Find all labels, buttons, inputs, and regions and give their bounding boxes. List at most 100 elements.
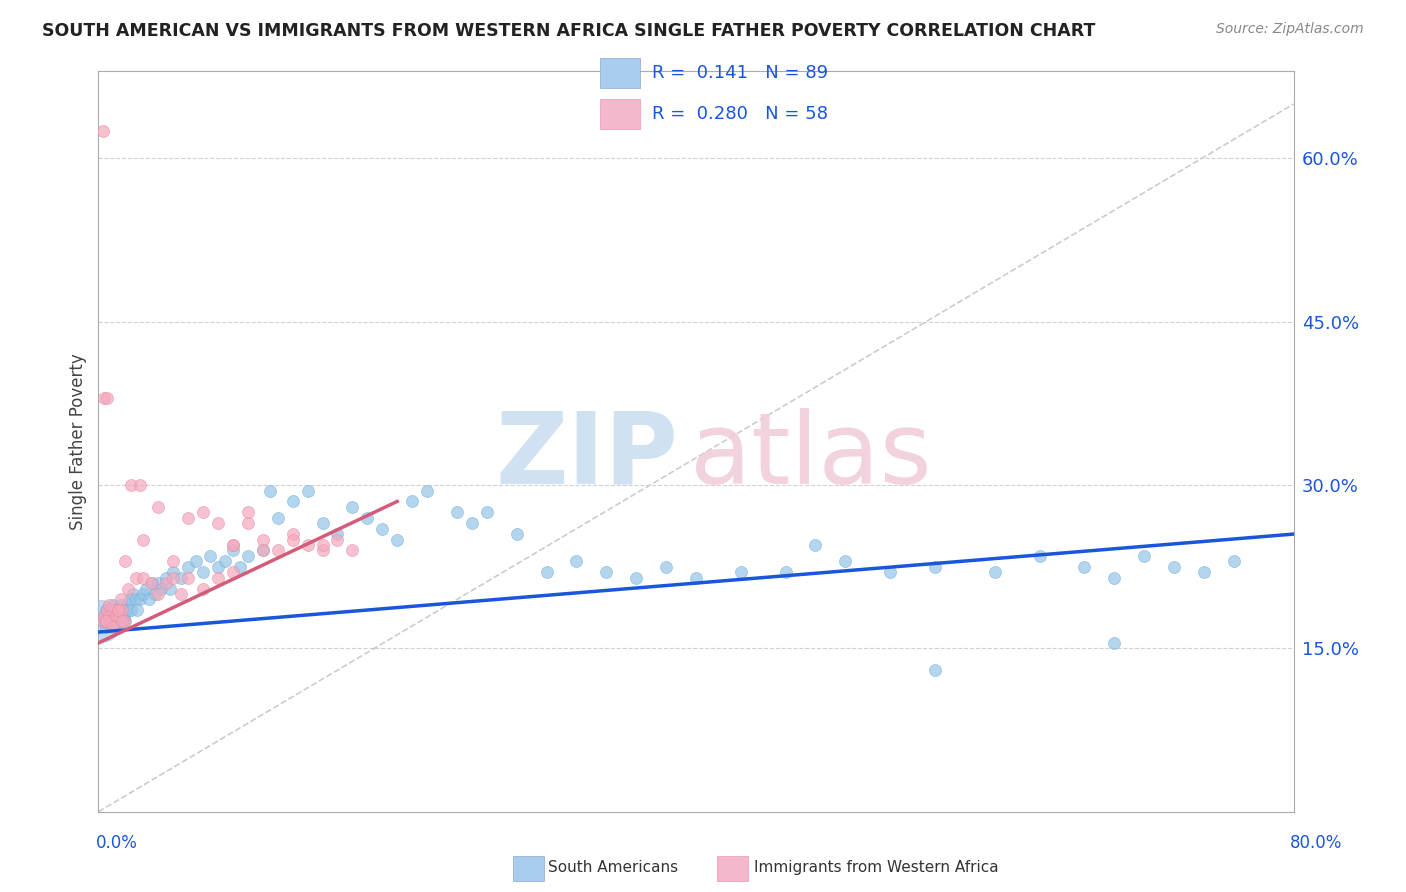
Point [148,500,170,514]
Point [565,554,588,568]
Point [177,559,200,574]
Point [207,516,229,531]
Point [506,527,529,541]
Point [267,510,290,524]
Point [125,592,148,607]
Point [120,603,142,617]
Point [730,565,752,579]
Point [326,527,349,541]
Point [90,614,112,628]
Point [129,592,152,607]
Point [159,582,181,596]
Point [129,478,152,492]
Point [475,505,498,519]
Point [155,576,177,591]
Point [169,571,191,585]
Point [281,494,304,508]
Point [148,576,170,591]
Point [236,549,259,563]
Point [229,559,252,574]
Point [214,554,236,568]
Point [110,598,132,612]
Point [107,603,129,617]
Point [162,571,184,585]
Point [111,614,134,628]
Point [326,533,349,547]
Text: R =  0.141   N = 89: R = 0.141 N = 89 [651,64,828,82]
Point [125,571,148,585]
Point [132,587,155,601]
Point [252,543,274,558]
Point [117,582,139,596]
Point [111,603,134,617]
Point [267,543,290,558]
Text: Immigrants from Western Africa: Immigrants from Western Africa [754,860,998,874]
Text: South Americans: South Americans [548,860,679,874]
Point [536,565,558,579]
Y-axis label: Single Father Poverty: Single Father Poverty [69,353,87,530]
Bar [599,58,640,88]
Point [834,554,856,568]
Point [281,533,304,547]
Point [150,582,173,596]
Point [107,603,129,617]
Point [111,603,134,617]
Point [281,527,304,541]
Point [91,124,114,138]
Point [94,619,117,633]
Point [127,603,149,617]
Text: ZIP: ZIP [495,408,678,505]
Point [385,533,409,547]
Point [91,614,114,628]
Point [342,543,364,558]
Point [1104,636,1126,650]
Point [148,587,170,601]
Point [105,614,128,628]
Point [132,571,155,585]
Point [110,592,132,607]
Point [120,478,142,492]
Point [114,554,136,568]
Point [401,494,423,508]
Point [104,603,127,617]
Point [1192,565,1215,579]
Point [108,608,131,623]
Point [121,587,143,601]
Point [311,543,333,558]
Point [311,538,333,552]
Point [96,391,118,405]
Point [91,614,114,628]
Text: Source: ZipAtlas.com: Source: ZipAtlas.com [1216,22,1364,37]
Point [104,608,127,623]
Point [98,608,122,623]
Point [200,549,222,563]
Point [297,538,319,552]
Point [252,543,274,558]
Point [924,663,946,677]
Point [311,516,333,531]
Point [112,608,135,623]
Point [222,538,245,552]
Point [103,603,125,617]
Point [97,614,120,628]
Point [191,582,214,596]
Text: atlas: atlas [690,408,932,505]
Point [97,603,120,617]
Point [96,608,118,623]
Point [110,614,132,628]
Point [804,538,827,552]
Point [114,614,136,628]
Point [138,592,160,607]
Point [184,554,207,568]
Point [107,603,129,617]
Point [93,391,115,405]
Point [97,598,120,612]
Text: SOUTH AMERICAN VS IMMIGRANTS FROM WESTERN AFRICA SINGLE FATHER POVERTY CORRELATI: SOUTH AMERICAN VS IMMIGRANTS FROM WESTER… [42,22,1095,40]
Point [117,603,139,617]
Point [222,538,245,552]
Point [105,608,128,623]
Point [1028,549,1050,563]
Point [1073,559,1095,574]
Point [191,565,214,579]
Point [103,598,125,612]
